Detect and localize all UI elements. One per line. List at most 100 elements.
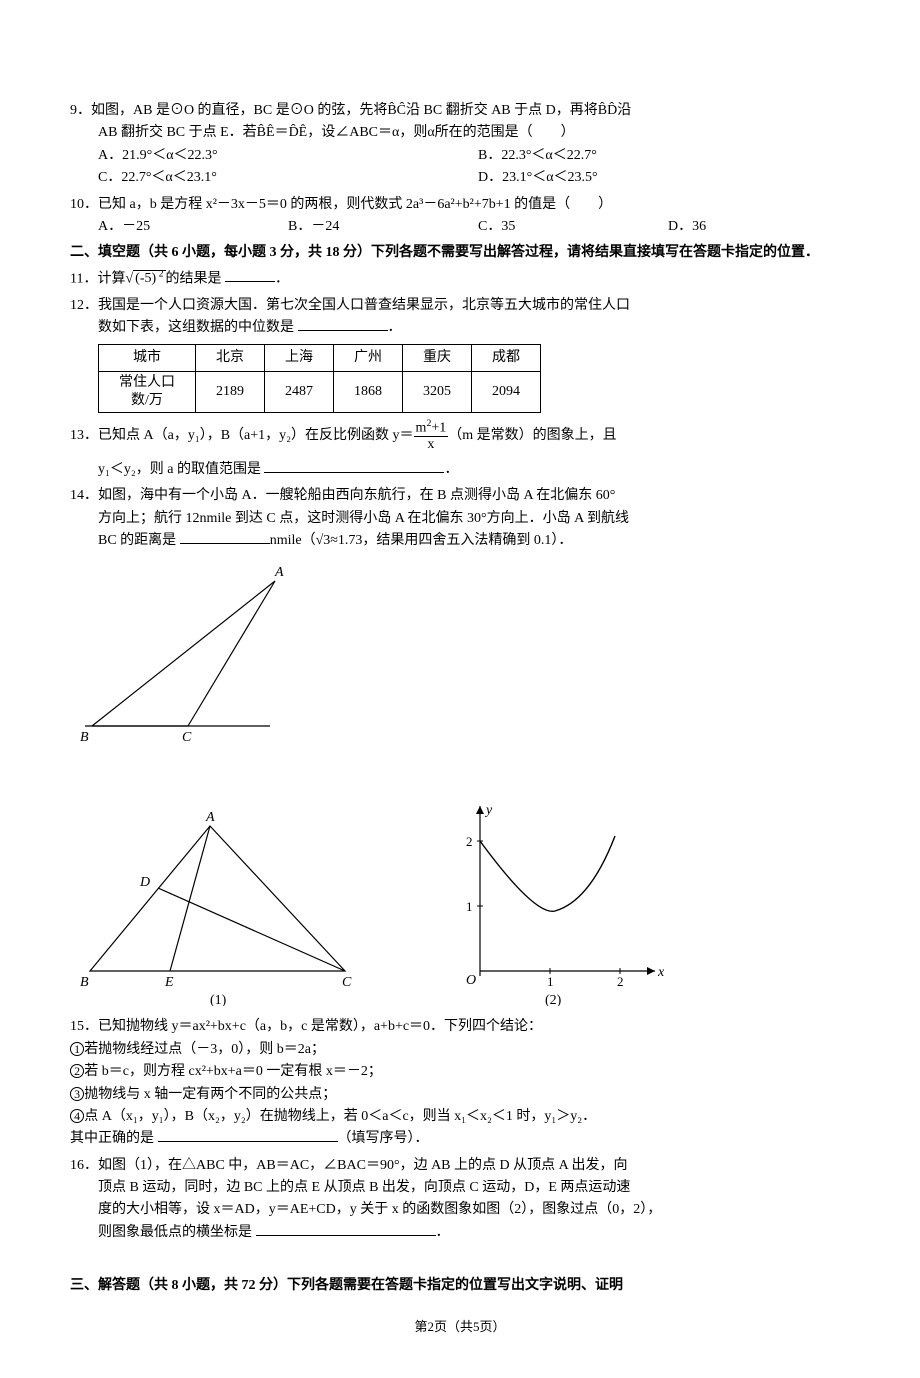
q9-options-1: A．21.9°＜α＜22.3° B．22.3°＜α＜22.7° bbox=[70, 145, 850, 167]
q15-s1: 若抛物线经过点（－3，0），则 b＝2a； bbox=[84, 1042, 325, 1057]
q15-s3: 抛物线与 x 轴一定有两个不同的公共点； bbox=[84, 1087, 336, 1102]
q14-line3pre: BC 的距离是 bbox=[98, 533, 176, 548]
q13-line2: y₁＜y₂，则 a 的取值范围是 bbox=[98, 462, 261, 477]
tick-x1: 1 bbox=[547, 974, 554, 989]
q13-line2-wrap: y₁＜y₂，则 a 的取值范围是 ． bbox=[70, 459, 850, 481]
q14-line2: 方向上；航行 12nmile 到达 C 点，这时测得小岛 A 在北偏东 30°方… bbox=[70, 508, 850, 530]
q10-line1: 10．已知 a，b 是方程 x²－3x－5＝0 的两根，则代数式 2a³－6a²… bbox=[70, 194, 850, 216]
q15-line6-wrap: 其中正确的是 （填写序号）． bbox=[70, 1128, 850, 1150]
q11-blank bbox=[225, 268, 275, 282]
val-shanghai: 2487 bbox=[265, 371, 334, 412]
cap-2: (2) bbox=[545, 993, 562, 1006]
question-15: 15．已知抛物线 y＝ax²+bx+c（a，b，c 是常数），a+b+c＝0．下… bbox=[70, 1016, 850, 1150]
q15-s1-wrap: 1若抛物线经过点（－3，0），则 b＝2a； bbox=[70, 1039, 850, 1061]
population-table: 城市 北京 上海 广州 重庆 成都 常住人口数/万 2189 2487 1868… bbox=[98, 344, 541, 414]
question-14: 14．如图，海中有一个小岛 A．一艘轮船由西向东航行，在 B 点测得小岛 A 在… bbox=[70, 485, 850, 552]
label-O: O bbox=[466, 973, 476, 988]
q15-s3-wrap: 3抛物线与 x 轴一定有两个不同的公共点； bbox=[70, 1084, 850, 1106]
circled-2: 2 bbox=[70, 1064, 84, 1078]
cap-1: (1) bbox=[210, 993, 227, 1006]
q15-line6pre: 其中正确的是 bbox=[70, 1131, 154, 1146]
table-header-row: 城市 北京 上海 广州 重庆 成都 bbox=[99, 344, 541, 371]
label-C: C bbox=[182, 730, 192, 745]
tick-y2: 2 bbox=[466, 834, 473, 849]
section-3-title: 三、解答题（共 8 小题，共 72 分）下列各题需要在答题卡指定的位置写出文字说… bbox=[70, 1275, 850, 1297]
q15-blank bbox=[158, 1128, 338, 1142]
section-2-title: 二、填空题（共 6 小题，每小题 3 分，共 18 分）下列各题不需要写出解答过… bbox=[70, 242, 850, 264]
figure-triangle-bc: A B C bbox=[70, 556, 290, 746]
val-chongqing: 3205 bbox=[403, 371, 472, 412]
circled-3: 3 bbox=[70, 1087, 84, 1101]
q16-line4-wrap: 则图象最低点的横坐标是 ． bbox=[70, 1222, 850, 1244]
label-y: y bbox=[484, 803, 493, 818]
q10-opt-c: C．35 bbox=[478, 216, 668, 238]
th-guangzhou: 广州 bbox=[334, 344, 403, 371]
tick-y1: 1 bbox=[466, 899, 473, 914]
q16-line3: 度的大小相等，设 x＝AD，y＝AE+CD，y 关于 x 的函数图象如图（2），… bbox=[70, 1199, 850, 1221]
figure-triangle-ade: A B C D E (1) bbox=[70, 806, 360, 1006]
tick-x2: 2 bbox=[617, 974, 624, 989]
q15-s2: 若 b＝c，则方程 cx²+bx+a＝0 一定有根 x＝－2； bbox=[84, 1064, 382, 1079]
q11-suffix: 的结果是 bbox=[166, 271, 222, 286]
label-A: A bbox=[274, 565, 284, 580]
label-B2: B bbox=[80, 975, 89, 990]
q12-line1: 12．我国是一个人口资源大国．第七次全国人口普查结果显示，北京等五大城市的常住人… bbox=[70, 295, 850, 317]
q16-line2: 顶点 B 运动，同时，边 BC 上的点 E 从顶点 B 出发，向顶点 C 运动，… bbox=[70, 1177, 850, 1199]
circled-4: 4 bbox=[70, 1109, 84, 1123]
q12-line2: 数如下表，这组数据的中位数是 bbox=[98, 320, 294, 335]
q9-options-2: C．22.7°＜α＜23.1° D．23.1°＜α＜23.5° bbox=[70, 167, 850, 189]
th-chengdu: 成都 bbox=[472, 344, 541, 371]
circled-1: 1 bbox=[70, 1042, 84, 1056]
question-13: 13．已知点 A（a，y₁），B（a+1，y₂）在反比例函数 y＝m2+1x（m… bbox=[70, 419, 850, 481]
th-city: 城市 bbox=[99, 344, 196, 371]
q13-prefix: 13．已知点 A（a，y₁），B（a+1，y₂）在反比例函数 y＝ bbox=[70, 428, 414, 443]
q13-fraction: m2+1x bbox=[414, 419, 449, 452]
question-11: 11．计算√(-5) 2的结果是 ． bbox=[70, 267, 850, 291]
q12-blank bbox=[298, 317, 388, 331]
val-beijing: 2189 bbox=[196, 371, 265, 412]
q9-opt-b: B．22.3°＜α＜22.7° bbox=[478, 145, 858, 167]
table-data-row: 常住人口数/万 2189 2487 1868 3205 2094 bbox=[99, 371, 541, 412]
q9-opt-c: C．22.7°＜α＜23.1° bbox=[98, 167, 478, 189]
th-beijing: 北京 bbox=[196, 344, 265, 371]
q15-s4-wrap: 4点 A（x₁，y₁），B（x₂，y₂）在抛物线上，若 0＜a＜c，则当 x₁＜… bbox=[70, 1106, 850, 1128]
figures-column: A B C A B C D E (1) O x y bbox=[70, 556, 850, 1016]
question-9: 9．如图，AB 是⊙O 的直径，BC 是⊙O 的弦，先将B̂Ĉ沿 BC 翻折交… bbox=[70, 100, 850, 190]
q10-options: A．－25 B．－24 C．35 D．36 bbox=[70, 216, 850, 238]
th-chongqing: 重庆 bbox=[403, 344, 472, 371]
q15-line6suf: （填写序号）． bbox=[338, 1131, 429, 1146]
th-shanghai: 上海 bbox=[265, 344, 334, 371]
q9-line1: 9．如图，AB 是⊙O 的直径，BC 是⊙O 的弦，先将B̂Ĉ沿 BC 翻折交… bbox=[70, 100, 850, 122]
q9-line2: AB 翻折交 BC 于点 E．若B̂Ê＝D̂Ê，设∠ABC＝α，则α所在的范… bbox=[70, 122, 850, 144]
q15-line1: 15．已知抛物线 y＝ax²+bx+c（a，b，c 是常数），a+b+c＝0．下… bbox=[70, 1016, 850, 1038]
q16-line1: 16．如图（1），在△ABC 中，AB＝AC，∠BAC＝90°，边 AB 上的点… bbox=[70, 1155, 850, 1177]
label-x: x bbox=[657, 965, 665, 980]
q14-line3-wrap: BC 的距离是 nmile（√3≈1.73，结果用四舍五入法精确到 0.1）． bbox=[70, 530, 850, 552]
question-12: 12．我国是一个人口资源大国．第七次全国人口普查结果显示，北京等五大城市的常住人… bbox=[70, 295, 850, 414]
q16-line4pre: 则图象最低点的横坐标是 bbox=[98, 1225, 252, 1240]
label-D: D bbox=[139, 875, 150, 890]
q9-opt-d: D．23.1°＜α＜23.5° bbox=[478, 167, 858, 189]
page-footer: 第2页（共5页） bbox=[70, 1317, 850, 1338]
label-E: E bbox=[164, 975, 174, 990]
sqrt-expression: √(-5) 2 bbox=[125, 270, 165, 286]
row-label: 常住人口数/万 bbox=[99, 371, 196, 412]
figure-graph: O x y 1 2 1 2 (2) bbox=[440, 796, 670, 1006]
val-guangzhou: 1868 bbox=[334, 371, 403, 412]
q9-opt-a: A．21.9°＜α＜22.3° bbox=[98, 145, 478, 167]
q10-opt-d: D．36 bbox=[668, 216, 858, 238]
q12-line2-wrap: 数如下表，这组数据的中位数是 ． bbox=[70, 317, 850, 339]
q13-mid: （m 是常数）的图象上，且 bbox=[448, 428, 616, 443]
q11-prefix: 11．计算 bbox=[70, 271, 125, 286]
val-chengdu: 2094 bbox=[472, 371, 541, 412]
q16-blank bbox=[256, 1222, 436, 1236]
label-C2: C bbox=[342, 975, 352, 990]
q13-blank bbox=[264, 459, 444, 473]
q14-line1: 14．如图，海中有一个小岛 A．一艘轮船由西向东航行，在 B 点测得小岛 A 在… bbox=[70, 485, 850, 507]
q15-s2-wrap: 2若 b＝c，则方程 cx²+bx+a＝0 一定有根 x＝－2； bbox=[70, 1061, 850, 1083]
question-10: 10．已知 a，b 是方程 x²－3x－5＝0 的两根，则代数式 2a³－6a²… bbox=[70, 194, 850, 239]
q14-blank bbox=[180, 530, 270, 544]
q10-opt-a: A．－25 bbox=[98, 216, 288, 238]
label-B: B bbox=[80, 730, 89, 745]
q14-line3mid: nmile（√3≈1.73，结果用四舍五入法精确到 0.1）． bbox=[270, 533, 573, 548]
